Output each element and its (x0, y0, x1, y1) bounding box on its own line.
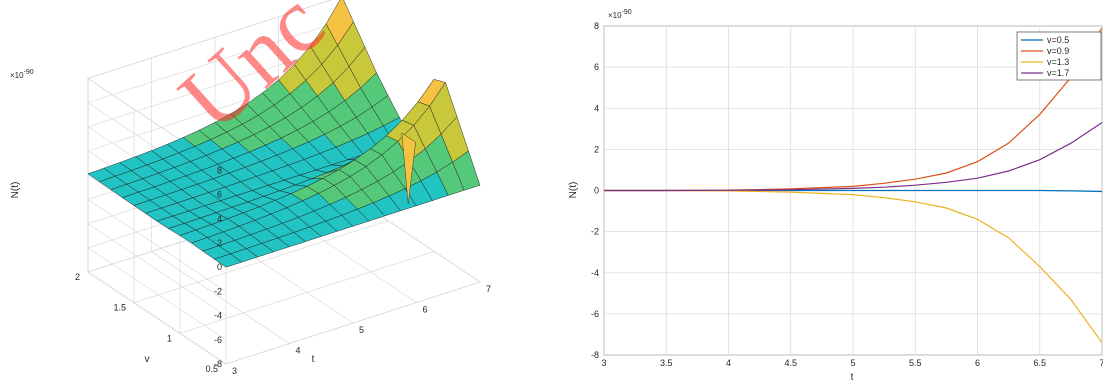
t-tick-label: 6 (423, 305, 428, 315)
surface-ticks: -8 -6 -4 -2 0 2 4 6 8 3 4 5 6 7 0.5 1 1.5 2 (75, 165, 491, 376)
t-tick-label: 4 (296, 346, 301, 356)
z-tick-label: -2 (214, 286, 222, 296)
surface-mesh (87, 0, 481, 268)
line-plot-series (604, 27, 1103, 344)
v-tick-label: 1 (167, 333, 172, 343)
legend-label: v=1.7 (1047, 68, 1069, 78)
legend-label: v=0.5 (1047, 35, 1069, 45)
line-plot-xlabel: t (851, 372, 854, 383)
z-tick-label: -4 (214, 311, 222, 321)
surface-patch (452, 150, 481, 191)
surface-ylabel: v (145, 354, 150, 365)
grid-z-wall-left (87, 247, 227, 341)
z-tick-label: 0 (217, 262, 222, 272)
y-tick-label: 2 (594, 144, 599, 154)
grid-z-wall-back (87, 20, 343, 103)
surface-plot: -8 -6 -4 -2 0 2 4 6 8 3 4 5 6 7 0.5 1 1.5 2 ×10-90 N(t) t… (10, 0, 491, 376)
line-plot-legend: v=0.5v=0.9v=1.3v=1.7 (1016, 31, 1102, 81)
x-tick-label: 5.5 (909, 358, 922, 368)
series-line-v=1.7 (604, 122, 1103, 192)
x-tick-label: 7 (1099, 358, 1103, 368)
grid-v-floor (133, 220, 389, 303)
z-tick-label: 4 (217, 214, 222, 224)
grid-z-wall-left (87, 223, 227, 316)
z-tick-label: -6 (214, 335, 222, 345)
y-tick-label: -2 (591, 227, 599, 237)
t-tick-label: 5 (359, 325, 364, 335)
x-tick-label: 6 (975, 358, 980, 368)
line-plot-ylabel: N(t) (568, 182, 579, 199)
x-tick-label: 6.5 (1033, 358, 1046, 368)
x-tick-label: 3 (601, 358, 606, 368)
y-tick-label: 0 (594, 186, 599, 196)
surface-exponent: ×10-90 (10, 69, 34, 80)
grid-v-floor (225, 281, 481, 365)
legend-label: v=1.3 (1047, 57, 1069, 67)
z-tick-label: 2 (217, 238, 222, 248)
x-tick-label: 3.5 (660, 358, 673, 368)
v-tick-label: 0.5 (205, 364, 218, 374)
z-tick-label: 8 (217, 165, 222, 175)
x-tick-label: 5 (850, 358, 855, 368)
line-plot-ticks: 3 3.5 4 4.5 5 5.5 6 6.5 7 -8 -6 -4 -2 0 2 4 6 8 (591, 21, 1103, 368)
y-tick-label: 6 (594, 62, 599, 72)
grid-z-wall-back (87, 0, 332, 79)
t-tick-label: 7 (486, 284, 491, 294)
grid-t-floor (151, 251, 290, 344)
surface-dip (401, 132, 416, 204)
x-tick-label: 4 (726, 358, 731, 368)
legend-label: v=0.9 (1047, 46, 1069, 56)
v-tick-label: 2 (75, 272, 80, 282)
line-plot: 3 3.5 4 4.5 5 5.5 6 6.5 7 -8 -6 -4 -2 0 2 4 6 8 ×10-90 N(… (568, 9, 1103, 383)
surface-zlabel: N(t) (10, 182, 21, 199)
grid-v-floor (179, 251, 435, 334)
grid-z-wall-left (87, 271, 227, 365)
v-tick-label: 1.5 (113, 303, 126, 313)
surface-xlabel: t (312, 354, 315, 365)
grid-z-wall-left (87, 199, 227, 292)
t-tick-label: 3 (232, 366, 237, 376)
y-tick-label: -8 (591, 350, 599, 360)
y-tick-label: -4 (591, 268, 599, 278)
y-tick-label: 8 (594, 21, 599, 31)
z-tick-label: -8 (214, 359, 222, 369)
z-tick-label: 6 (217, 190, 222, 200)
x-tick-label: 4.5 (784, 358, 797, 368)
y-tick-label: -6 (591, 309, 599, 319)
y-tick-label: 4 (594, 103, 599, 113)
line-plot-exponent: ×10-90 (608, 9, 632, 20)
